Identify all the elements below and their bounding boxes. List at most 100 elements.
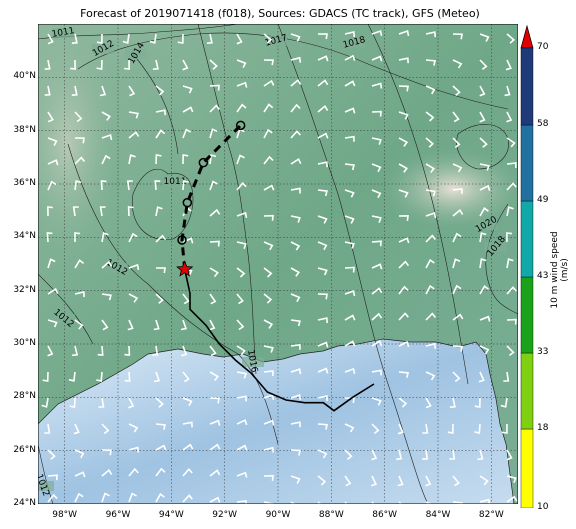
wind-barb: [101, 232, 109, 243]
wind-barb: [209, 496, 221, 503]
wind-barb: [425, 342, 437, 349]
wind-barb: [398, 285, 409, 295]
wind-barb: [236, 293, 244, 305]
wind-barb: [263, 345, 274, 353]
wind-barb: [74, 449, 85, 459]
wind-barb: [344, 314, 356, 321]
wind-barb: [182, 154, 189, 165]
current-position-star: [176, 260, 194, 277]
wind-barb: [236, 211, 248, 218]
wind-barb: [74, 137, 85, 144]
colorbar-extend-arrow: [520, 24, 534, 49]
wind-barb: [236, 241, 247, 249]
wind-barb: [71, 33, 78, 44]
forecast-track-line: [180, 124, 242, 270]
wind-barb: [398, 312, 409, 321]
wind-barb: [371, 240, 382, 247]
wind-barb: [479, 232, 487, 243]
wind-barb: [398, 260, 410, 269]
wind-barb: [263, 214, 274, 221]
wind-barb: [101, 319, 109, 331]
wind-barb: [317, 423, 328, 430]
wind-barb: [398, 85, 409, 92]
colorbar-tick-label: 70: [537, 42, 549, 52]
wind-barb: [44, 85, 51, 96]
wind-barb: [182, 85, 193, 94]
wind-barb: [209, 104, 221, 113]
wind-barb: [317, 55, 329, 62]
colorbar-segment: [520, 200, 534, 278]
wind-barb: [209, 319, 216, 331]
wind-barb: [290, 103, 301, 113]
wind-barb: [155, 467, 166, 477]
wind-barb: [344, 54, 356, 61]
wind-barb: [155, 267, 166, 274]
wind-barb: [317, 367, 329, 374]
wind-barb: [74, 291, 85, 298]
wind-barb: [398, 237, 410, 244]
wind-barb: [506, 206, 514, 217]
wind-barb: [47, 33, 54, 45]
wind-barb: [73, 423, 80, 435]
wind-barb: [506, 162, 517, 169]
wind-barb: [344, 215, 355, 224]
wind-barb: [425, 211, 437, 219]
wind-barb: [344, 340, 356, 347]
wind-barb: [503, 371, 510, 382]
wind-barb: [96, 371, 103, 382]
wind-barb: [263, 103, 274, 113]
y-tick-label: 34°N: [13, 231, 36, 242]
wind-barb: [47, 258, 56, 269]
wind-barb: [371, 29, 383, 36]
colorbar-label: 10 m wind speed (m/s): [550, 231, 570, 309]
wind-barb: [447, 423, 454, 434]
x-tick-label: 92°W: [212, 510, 238, 520]
wind-barb: [155, 444, 167, 451]
map-title: Forecast of 2019071418 (f018), Sources: …: [80, 7, 480, 20]
wind-barb: [236, 33, 243, 45]
wind-barb: [155, 397, 164, 408]
wind-barb: [182, 467, 193, 477]
wind-barb: [101, 449, 112, 456]
wind-barb: [236, 395, 247, 402]
colorbar-tick-label: 18: [537, 423, 549, 433]
wind-barb: [263, 446, 275, 453]
wind-barb: [425, 31, 436, 38]
wind-barb: [182, 443, 194, 451]
wind-barb: [425, 312, 437, 321]
wind-barb: [236, 103, 247, 113]
wind-barb: [317, 33, 328, 40]
isobar-label-bg: [475, 220, 497, 230]
wind-barb: [209, 397, 220, 404]
wind-barb: [506, 232, 512, 243]
isobar-label-bg: [125, 49, 147, 59]
forecast-point: [177, 235, 187, 245]
wind-barb: [152, 345, 159, 356]
wind-barb: [479, 258, 487, 269]
wind-barb: [290, 293, 301, 303]
wind-barb: [290, 130, 301, 139]
wind-barb: [344, 266, 355, 273]
wind-barb: [344, 163, 355, 171]
wind-barb: [500, 397, 508, 408]
colorbar-tick-label: 33: [537, 347, 549, 357]
colorbar-segment: [520, 124, 534, 202]
wind-barb: [124, 59, 131, 70]
wind-barb: [155, 293, 164, 304]
wind-barb: [425, 475, 432, 487]
x-tick-label: 88°W: [318, 510, 344, 520]
wind-barb: [371, 369, 382, 376]
wind-barb: [209, 443, 221, 451]
wind-barb: [74, 111, 83, 123]
wind-barb: [236, 267, 246, 278]
wind-barb: [47, 287, 59, 295]
wind-barb: [47, 137, 58, 146]
colorbar-segment: [520, 352, 534, 430]
wind-barb: [47, 449, 56, 460]
isobar-label: 1016: [245, 349, 259, 374]
wind-barb: [317, 189, 328, 197]
wind-barb: [398, 137, 409, 147]
wind-barb: [128, 85, 136, 97]
wind-barb: [236, 345, 246, 356]
wind-barb: [72, 206, 79, 217]
